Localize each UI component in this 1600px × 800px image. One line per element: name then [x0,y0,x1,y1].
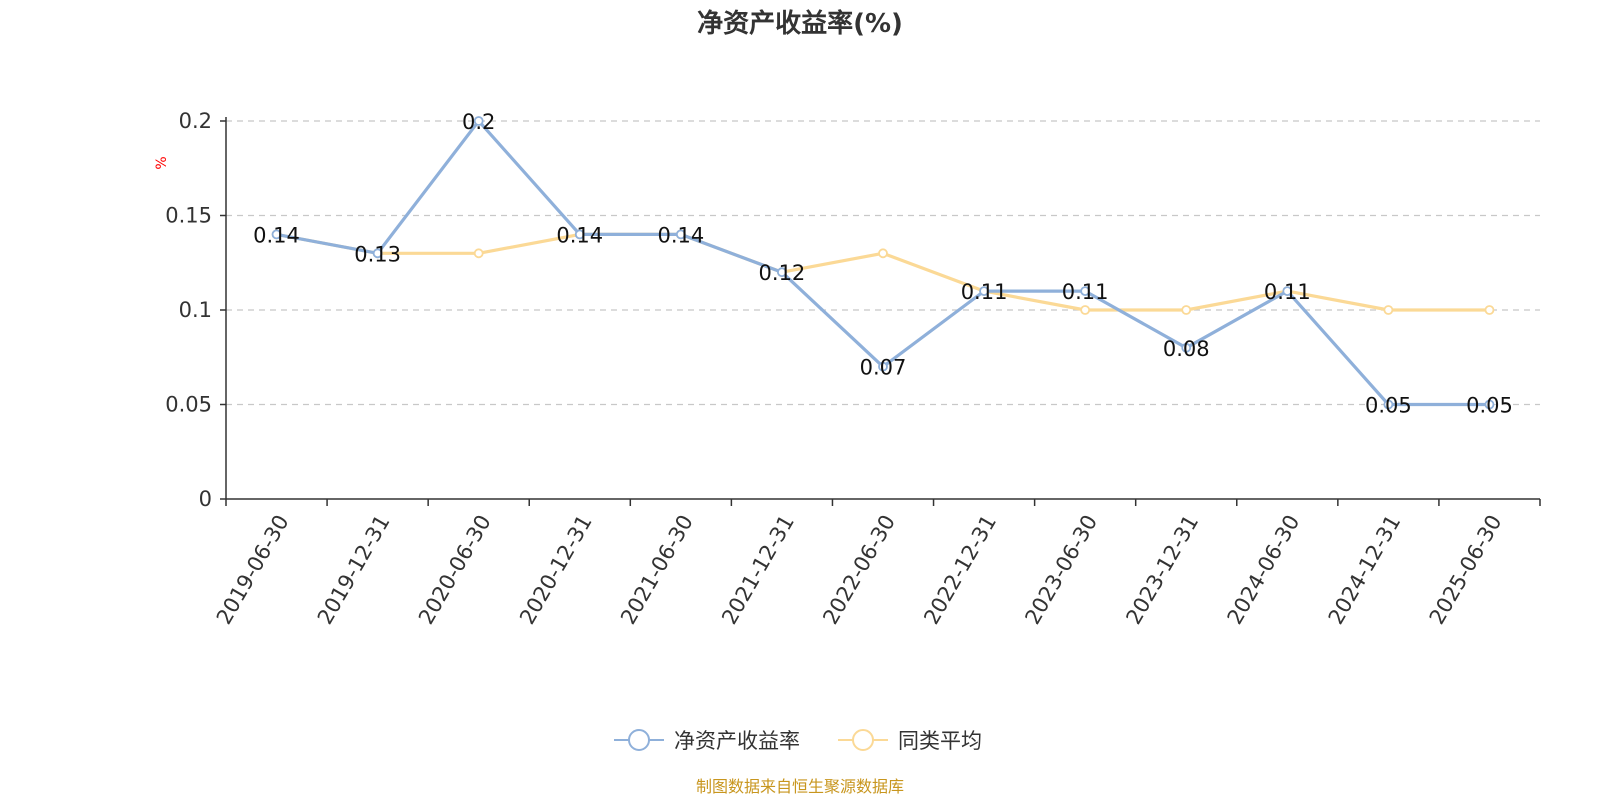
data-label: 0.05 [1466,394,1513,418]
data-label: 0.12 [759,261,806,285]
data-point-peer-average[interactable] [1383,305,1394,315]
data-point-roe[interactable] [1383,399,1394,410]
y-tick-label: 0 [199,487,212,511]
x-tick-label: 2019-12-31 [313,511,395,629]
data-point-roe[interactable] [372,248,383,259]
x-tick-label: 2019-06-30 [212,511,294,629]
data-label: 0.14 [253,223,300,247]
axes [220,117,1541,506]
x-tick-label: 2025-06-30 [1425,511,1507,629]
data-label: 0.2 [462,110,495,134]
data-point-peer-average[interactable] [1484,305,1495,315]
legend-marker-icon [628,729,650,751]
y-tick-label: 0.1 [179,298,212,322]
data-label: 0.11 [961,280,1008,304]
data-point-roe[interactable] [1484,399,1495,410]
data-point-peer-average[interactable] [473,248,484,259]
data-point-peer-average[interactable] [1181,305,1192,315]
chart-title: 净资产收益率(%) [697,8,903,39]
x-tick-label: 2023-06-30 [1020,511,1102,629]
data-point-roe[interactable] [1080,286,1091,297]
x-tick-label: 2023-12-31 [1121,511,1203,629]
data-point-roe[interactable] [473,116,484,126]
data-label: 0.07 [860,356,907,380]
data-point-roe[interactable] [979,286,989,297]
data-point-peer-average[interactable] [1080,305,1091,315]
y-tick-label: 0.05 [165,393,212,417]
data-label: 0.05 [1365,394,1412,418]
data-label: 0.14 [657,223,704,247]
legend-label: 同类平均 [898,729,982,753]
legend-marker-icon [852,729,874,751]
source-note: 制图数据来自恒生聚源数据库 [696,777,904,796]
x-tick-label: 2022-06-30 [818,511,900,629]
legend-item-roe[interactable]: 净资产收益率 [614,729,800,753]
legend-label: 净资产收益率 [674,729,800,753]
legend-item-peer-average[interactable]: 同类平均 [838,729,982,753]
data-label: 0.11 [1062,280,1109,304]
data-point-roe[interactable] [878,361,888,372]
data-label: 0.08 [1163,337,1210,361]
data-label: 0.13 [354,242,401,266]
data-labels: 0.14 0.13 0.2 0.14 0.14 0.12 0.07 0.11 0.11 0.08 0… [253,110,1513,418]
legend[interactable]: 净资产收益率 同类平均 [614,729,982,753]
y-tick-label: 0.2 [179,109,212,133]
data-label: 0.11 [1264,280,1311,304]
data-point-roe[interactable] [1282,286,1293,297]
data-point-peer-average[interactable] [878,248,888,259]
x-tick-label: 2020-12-31 [515,511,597,629]
data-point-roe[interactable] [574,229,585,240]
x-tick-label: 2022-12-31 [919,511,1001,629]
x-tick-label: 2024-06-30 [1223,511,1305,629]
data-point-roe[interactable] [777,267,787,278]
y-tick-labels: 0 0.05 0.1 0.15 0.2 [165,109,212,511]
data-label: 0.14 [556,223,603,247]
grid-lines [226,120,1540,406]
data-point-roe[interactable] [1181,342,1192,353]
data-point-roe[interactable] [675,229,686,240]
x-tick-label: 2021-12-31 [717,511,799,629]
x-tick-labels: 2019-06-30 2019-12-31 2020-06-30 2020-12-31… [212,511,1507,629]
x-tick-label: 2021-06-30 [616,511,698,629]
series-lines [271,116,1495,410]
data-point-roe[interactable] [271,229,282,240]
y-tick-label: 0.15 [165,204,212,228]
x-tick-label: 2024-12-31 [1324,511,1406,629]
y-axis-label: % [154,156,170,169]
x-tick-label: 2020-06-30 [414,511,496,629]
